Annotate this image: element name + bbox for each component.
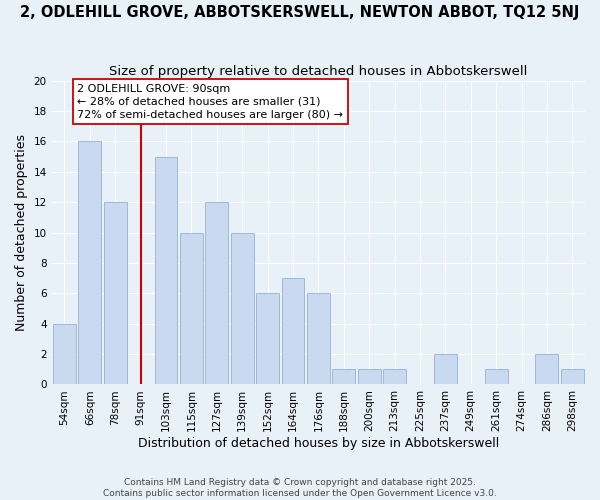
Bar: [53, 324, 76, 384]
Text: Contains HM Land Registry data © Crown copyright and database right 2025.
Contai: Contains HM Land Registry data © Crown c…: [103, 478, 497, 498]
Bar: [332, 370, 355, 384]
Bar: [434, 354, 457, 384]
Bar: [535, 354, 559, 384]
Title: Size of property relative to detached houses in Abbotskerswell: Size of property relative to detached ho…: [109, 65, 527, 78]
Bar: [180, 232, 203, 384]
Bar: [281, 278, 304, 384]
Text: 2, ODLEHILL GROVE, ABBOTSKERSWELL, NEWTON ABBOT, TQ12 5NJ: 2, ODLEHILL GROVE, ABBOTSKERSWELL, NEWTO…: [20, 5, 580, 20]
Bar: [358, 370, 380, 384]
Bar: [104, 202, 127, 384]
Bar: [79, 142, 101, 384]
Bar: [231, 232, 254, 384]
Bar: [307, 294, 330, 384]
Bar: [383, 370, 406, 384]
Bar: [561, 370, 584, 384]
Bar: [256, 294, 279, 384]
Bar: [485, 370, 508, 384]
Text: 2 ODLEHILL GROVE: 90sqm
← 28% of detached houses are smaller (31)
72% of semi-de: 2 ODLEHILL GROVE: 90sqm ← 28% of detache…: [77, 84, 343, 120]
Y-axis label: Number of detached properties: Number of detached properties: [15, 134, 28, 331]
Bar: [205, 202, 228, 384]
X-axis label: Distribution of detached houses by size in Abbotskerswell: Distribution of detached houses by size …: [138, 437, 499, 450]
Bar: [155, 156, 178, 384]
